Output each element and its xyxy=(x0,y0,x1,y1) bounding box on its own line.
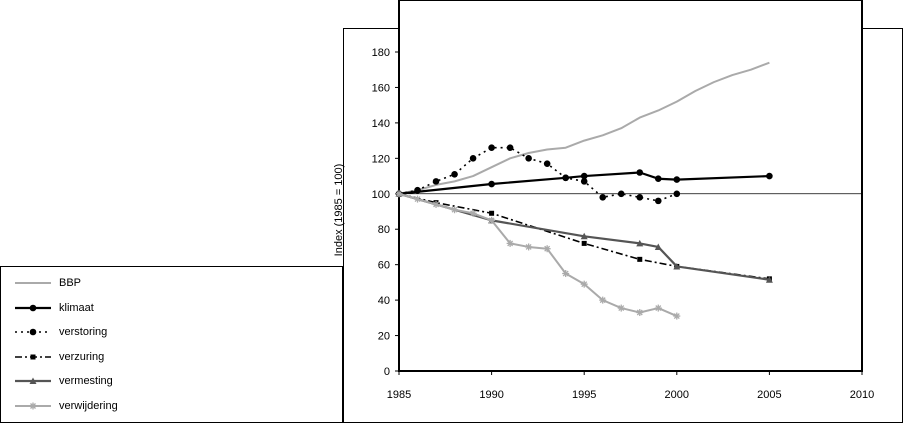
series-verstoring-point xyxy=(580,178,588,185)
series-vermesting-point xyxy=(654,243,662,250)
series-verstoring-point xyxy=(525,155,532,162)
series-bbp xyxy=(398,61,770,195)
legend-item-verzuring: verzuring xyxy=(13,349,104,365)
series-verstoring-point xyxy=(469,155,477,162)
series-verstoring-point xyxy=(673,190,681,198)
series-verwijdering-point xyxy=(414,195,422,203)
series-klimaat-point xyxy=(636,169,644,176)
series-verwijdering-point xyxy=(673,312,681,320)
series-verwijdering-point xyxy=(432,200,440,208)
series-verwijdering-point xyxy=(488,216,496,224)
series-verstoring-point xyxy=(636,194,644,201)
series-verstoring-point xyxy=(414,186,421,194)
series-verwijdering-point xyxy=(469,209,477,217)
legend-swatch xyxy=(15,402,51,409)
legend-label: verstoring xyxy=(59,326,108,338)
series-klimaat-point xyxy=(580,172,588,180)
series-verwijdering-point xyxy=(580,280,588,288)
series-verstoring-point xyxy=(543,160,551,167)
series-verwijdering-point xyxy=(562,270,570,278)
series-vermesting-point xyxy=(673,262,681,270)
series-klimaat-point xyxy=(488,180,495,188)
series-verstoring-point xyxy=(451,170,458,178)
series-verwijdering-point xyxy=(599,296,607,304)
series-verwijdering-point xyxy=(636,309,644,317)
series-klimaat-point xyxy=(673,176,681,183)
series-vermesting-point xyxy=(636,239,644,247)
x-tick-label: 2000 xyxy=(665,389,689,401)
x-tick-label: 2010 xyxy=(850,389,874,401)
legend: BBP klimaat verstoring verzuring vermesting v… xyxy=(0,266,343,423)
series-verstoring-point xyxy=(562,174,569,182)
legend-label: verwijdering xyxy=(59,399,118,412)
series-verzuring-point xyxy=(489,210,495,216)
series-verstoring-point xyxy=(654,197,662,205)
y-tick-label: 180 xyxy=(372,47,390,59)
series-verzuring-point xyxy=(581,240,587,246)
x-tick-label: 1995 xyxy=(572,389,596,401)
y-tick-label: 160 xyxy=(372,82,390,94)
legend-label: klimaat xyxy=(59,301,94,314)
legend-label: vermesting xyxy=(59,375,113,387)
series-verstoring-line xyxy=(398,146,678,202)
y-tick-label: 100 xyxy=(372,189,390,201)
series-verwijdering-line xyxy=(398,192,678,317)
legend-item-verwijdering: verwijdering xyxy=(13,398,118,414)
legend-item-bbp: BBP xyxy=(13,275,81,291)
legend-marker xyxy=(29,377,37,384)
series-verstoring-point xyxy=(506,144,514,151)
legend-label: verzuring xyxy=(59,350,105,363)
y-tick-label: 140 xyxy=(372,118,390,130)
series-verwijdering-point xyxy=(654,304,662,312)
series-vermesting-point xyxy=(580,232,588,240)
series-verstoring-point xyxy=(488,144,495,151)
series-klimaat-point xyxy=(654,175,662,183)
x-tick-label: 1990 xyxy=(479,389,503,401)
y-tick-label: 120 xyxy=(372,153,390,165)
y-tick-label: 40 xyxy=(378,295,390,307)
series-verwijdering-point xyxy=(506,239,514,247)
legend-swatch xyxy=(15,377,51,384)
series-verwijdering-point xyxy=(617,304,625,312)
x-tick-label: 2005 xyxy=(757,389,781,401)
series-bbp-line xyxy=(398,61,770,195)
series-klimaat-point xyxy=(766,172,773,180)
series-verwijdering-point xyxy=(395,190,403,198)
series-verwijdering-point xyxy=(451,206,459,214)
y-tick-label: 20 xyxy=(378,331,390,343)
x-tick-label: 1985 xyxy=(387,389,411,401)
legend-marker xyxy=(29,402,37,409)
legend-item-vermesting: vermesting xyxy=(13,373,113,389)
series-verstoring-point xyxy=(599,194,607,201)
y-tick-label: 80 xyxy=(378,224,390,236)
legend-label: BBP xyxy=(59,277,82,289)
legend-swatch xyxy=(15,304,51,311)
series-verstoring-point xyxy=(617,190,625,198)
legend-marker xyxy=(30,354,36,359)
series-verwijdering xyxy=(395,190,681,320)
y-tick-label: 0 xyxy=(384,366,390,378)
series-vermesting-point xyxy=(765,276,773,283)
legend-swatch xyxy=(15,282,51,284)
legend-swatch xyxy=(15,354,51,359)
legend-item-klimaat: klimaat xyxy=(13,300,94,316)
series-verwijdering-point xyxy=(543,245,551,253)
y-axis-label: Index (1985 = 100) xyxy=(333,163,345,257)
series-verzuring-point xyxy=(637,256,643,262)
legend-marker xyxy=(29,304,37,311)
legend-swatch xyxy=(15,328,51,336)
legend-marker xyxy=(29,328,37,336)
y-tick-label: 60 xyxy=(378,260,390,272)
legend-item-verstoring: verstoring xyxy=(13,324,107,340)
series-verstoring-point xyxy=(432,178,440,185)
series-verwijdering-point xyxy=(525,243,533,251)
